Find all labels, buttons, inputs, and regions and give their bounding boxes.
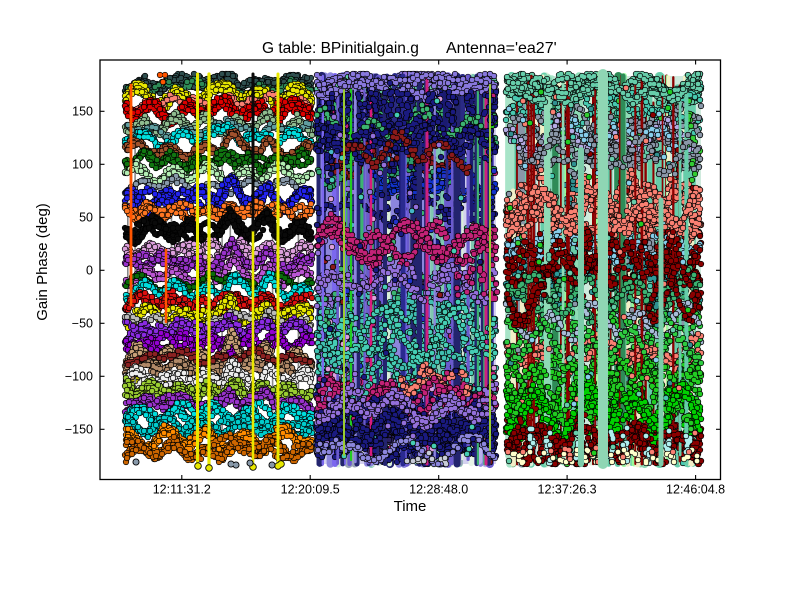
svg-text:12:20:09.5: 12:20:09.5 — [281, 483, 340, 497]
svg-text:150: 150 — [72, 105, 93, 119]
svg-text:−50: −50 — [72, 317, 93, 331]
svg-text:100: 100 — [72, 158, 93, 172]
svg-text:12:11:31.2: 12:11:31.2 — [153, 483, 211, 497]
svg-text:12:37:26.3: 12:37:26.3 — [538, 483, 597, 497]
svg-text:G table: BPinitialgain.g: G table: BPinitialgain.g — [262, 40, 419, 57]
svg-text:50: 50 — [79, 211, 93, 225]
svg-text:−150: −150 — [65, 423, 93, 437]
svg-text:Antenna='ea27': Antenna='ea27' — [446, 40, 557, 57]
svg-text:12:46:04.8: 12:46:04.8 — [666, 483, 725, 497]
svg-text:12:28:48.0: 12:28:48.0 — [409, 483, 468, 497]
svg-text:−100: −100 — [65, 370, 93, 384]
svg-text:0: 0 — [86, 264, 93, 278]
svg-text:Time: Time — [394, 498, 427, 515]
svg-text:Gain Phase (deg): Gain Phase (deg) — [34, 203, 51, 321]
